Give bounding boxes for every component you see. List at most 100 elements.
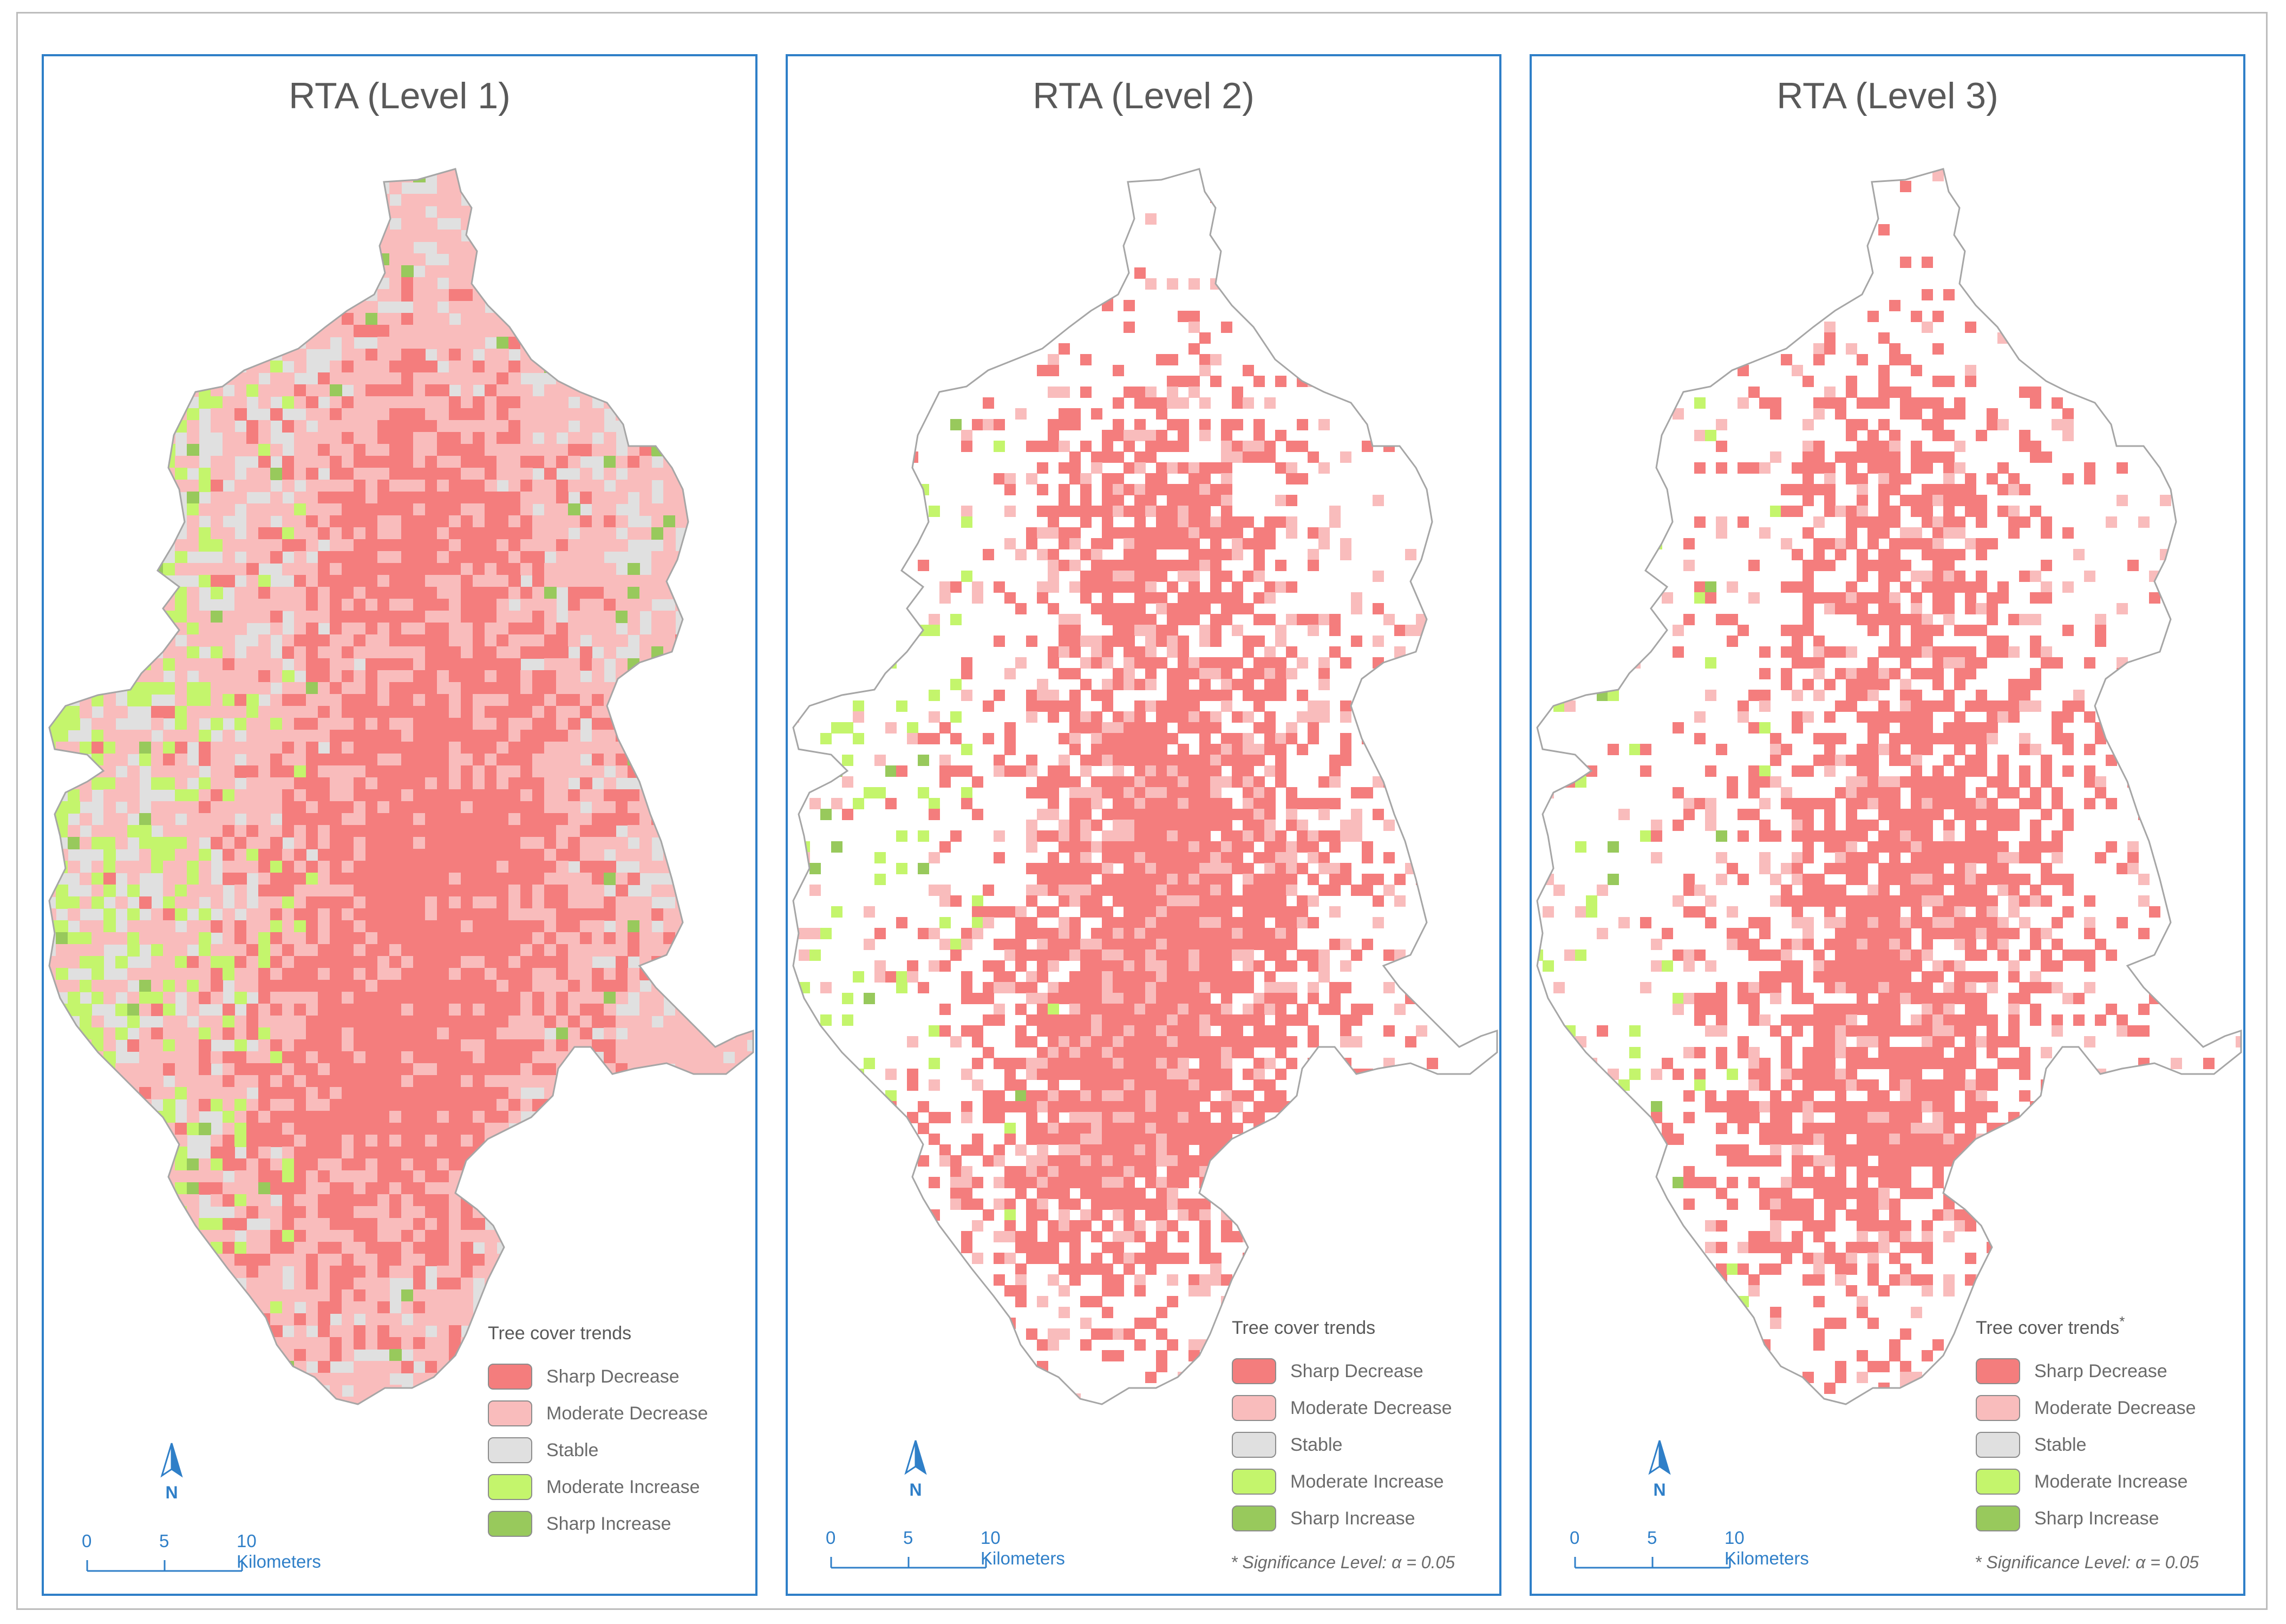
- patch-moderate-decrease: [544, 349, 557, 361]
- patch-sharp-decrease: [389, 408, 402, 421]
- patch-sharp-decrease: [437, 968, 449, 980]
- patch-moderate-decrease: [628, 980, 640, 992]
- patch-moderate-decrease: [258, 384, 271, 397]
- patch-moderate-decrease: [663, 742, 676, 754]
- patch-moderate-decrease: [747, 1230, 753, 1242]
- patch-moderate-decrease: [199, 706, 211, 718]
- patch-moderate-decrease: [616, 1170, 628, 1183]
- patch-sharp-decrease: [258, 1158, 271, 1171]
- patch-moderate-decrease: [163, 885, 175, 897]
- patch-sharp-decrease: [377, 1087, 390, 1099]
- patch-moderate-decrease: [377, 1289, 390, 1302]
- patch-sharp-decrease: [604, 599, 616, 611]
- patch-moderate-decrease: [437, 337, 449, 349]
- patch-sharp-decrease: [425, 623, 437, 635]
- patch-moderate-decrease: [544, 527, 557, 540]
- patch-moderate-decrease: [187, 313, 199, 325]
- patch-sharp-decrease: [318, 754, 330, 766]
- patch-moderate-decrease: [330, 789, 342, 802]
- patch-moderate-increase: [92, 527, 104, 540]
- patch-sharp-decrease: [306, 587, 318, 599]
- patch-sharp-decrease: [354, 742, 366, 754]
- patch-sharp-decrease: [282, 1242, 295, 1254]
- patch-moderate-decrease: [616, 658, 628, 671]
- patch-moderate-decrease: [139, 920, 152, 933]
- patch-moderate-decrease: [556, 1087, 569, 1099]
- patch-moderate-decrease: [651, 706, 664, 718]
- patch-moderate-increase: [68, 1111, 80, 1123]
- patch-moderate-decrease: [92, 885, 104, 897]
- patch-sharp-decrease: [425, 837, 437, 849]
- patch-sharp-decrease: [508, 742, 521, 754]
- patch-moderate-increase: [115, 1170, 128, 1183]
- patch-moderate-decrease: [723, 1039, 735, 1052]
- patch-moderate-decrease: [175, 754, 187, 766]
- patch-moderate-decrease: [556, 932, 569, 945]
- patch-moderate-decrease: [687, 515, 700, 528]
- patch-moderate-decrease: [544, 1158, 557, 1171]
- patch-moderate-decrease: [365, 1158, 378, 1171]
- patch-moderate-decrease: [425, 1135, 437, 1147]
- patch-sharp-decrease: [425, 515, 437, 528]
- patch-moderate-increase: [127, 218, 140, 230]
- patch-sharp-increase: [365, 277, 378, 290]
- patch-sharp-decrease: [473, 885, 485, 897]
- patch-moderate-decrease: [508, 1087, 521, 1099]
- patch-sharp-decrease: [365, 1230, 378, 1242]
- patch-moderate-decrease: [449, 873, 461, 885]
- patch-moderate-decrease: [544, 1170, 557, 1183]
- patch-moderate-increase: [68, 801, 80, 814]
- patch-moderate-decrease: [699, 730, 711, 742]
- patch-sharp-decrease: [425, 1194, 437, 1207]
- patch-sharp-decrease: [163, 908, 175, 921]
- patch-moderate-decrease: [532, 1242, 545, 1254]
- patch-sharp-decrease: [473, 968, 485, 980]
- patch-moderate-decrease: [425, 289, 437, 302]
- patch-moderate-decrease: [485, 313, 497, 325]
- patch-sharp-decrease: [687, 992, 700, 1004]
- patch-moderate-decrease: [354, 408, 366, 421]
- patch-moderate-decrease: [246, 480, 259, 492]
- patch-moderate-decrease: [485, 420, 497, 433]
- patch-moderate-decrease: [246, 1099, 259, 1111]
- patch-moderate-decrease: [318, 1158, 330, 1171]
- patch-moderate-decrease: [389, 551, 402, 564]
- patch-sharp-decrease: [306, 813, 318, 826]
- patch-moderate-decrease: [735, 230, 747, 242]
- patch-sharp-increase: [223, 194, 235, 206]
- patch-moderate-decrease: [532, 706, 545, 718]
- patch-moderate-decrease: [187, 849, 199, 861]
- patch-sharp-decrease: [473, 599, 485, 611]
- patch-sharp-decrease: [568, 920, 580, 933]
- patch-moderate-decrease: [258, 1147, 271, 1159]
- patch-moderate-decrease: [461, 313, 473, 325]
- patch-moderate-decrease: [532, 1182, 545, 1195]
- patch-moderate-decrease: [449, 896, 461, 909]
- patch-sharp-decrease: [282, 1218, 295, 1230]
- patch-sharp-decrease: [425, 1123, 437, 1135]
- patch-sharp-decrease: [437, 980, 449, 992]
- patch-sharp-decrease: [365, 611, 378, 623]
- patch-moderate-increase: [92, 1111, 104, 1123]
- patch-moderate-decrease: [723, 980, 735, 992]
- patch-moderate-decrease: [639, 1147, 652, 1159]
- patch-moderate-decrease: [318, 587, 330, 599]
- patch-moderate-decrease: [103, 694, 116, 706]
- patch-moderate-decrease: [80, 706, 92, 718]
- patch-moderate-decrease: [139, 527, 152, 540]
- patch-moderate-decrease: [568, 1206, 580, 1219]
- patch-sharp-increase: [342, 206, 354, 218]
- patch-moderate-decrease: [639, 1051, 652, 1064]
- patch-moderate-decrease: [80, 503, 92, 516]
- patch-moderate-decrease: [592, 527, 604, 540]
- patch-sharp-decrease: [437, 777, 449, 790]
- patch-moderate-decrease: [556, 718, 569, 730]
- patch-moderate-decrease: [628, 849, 640, 861]
- patch-moderate-increase: [80, 980, 92, 992]
- patch-sharp-decrease: [485, 1063, 497, 1076]
- patch-moderate-decrease: [663, 241, 676, 254]
- patch-moderate-decrease: [675, 396, 688, 409]
- patch-moderate-decrease: [639, 1182, 652, 1195]
- patch-moderate-decrease: [80, 372, 92, 385]
- patch-sharp-decrease: [282, 646, 295, 659]
